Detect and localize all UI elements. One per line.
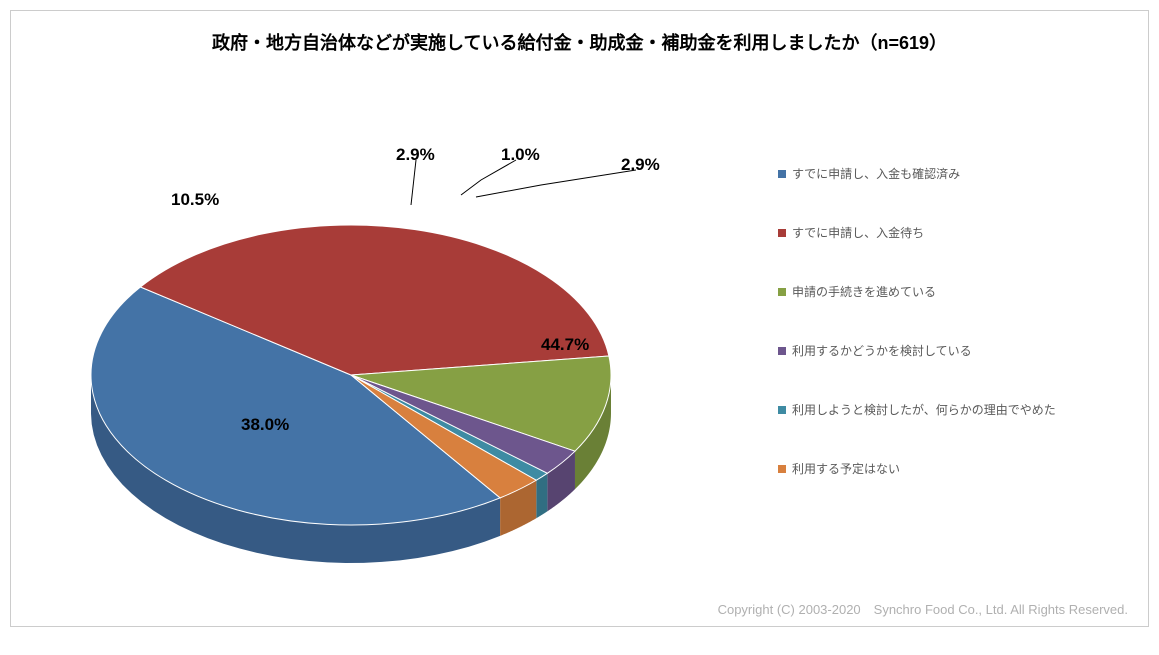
legend-label: すでに申請し、入金待ち <box>792 224 924 241</box>
chart-container: 政府・地方自治体などが実施している給付金・助成金・補助金を利用しましたか（n=6… <box>10 10 1149 627</box>
data-label: 2.9% <box>621 155 660 175</box>
legend-item: 利用するかどうかを検討している <box>778 342 1128 359</box>
legend-label: 利用するかどうかを検討している <box>792 342 972 359</box>
legend-label: 申請の手続きを進めている <box>792 283 936 300</box>
legend-swatch <box>778 465 786 473</box>
legend-label: 利用しようと検討したが、何らかの理由でやめた <box>792 401 1056 418</box>
copyright-text: Copyright (C) 2003-2020 Synchro Food Co.… <box>718 599 1128 618</box>
legend-swatch <box>778 229 786 237</box>
data-label: 1.0% <box>501 145 540 165</box>
legend: すでに申請し、入金も確認済みすでに申請し、入金待ち申請の手続きを進めている利用す… <box>778 165 1128 519</box>
leader-line <box>461 160 516 195</box>
data-label: 10.5% <box>171 190 219 210</box>
legend-item: すでに申請し、入金も確認済み <box>778 165 1128 182</box>
legend-swatch <box>778 170 786 178</box>
legend-item: 利用する予定はない <box>778 460 1128 477</box>
legend-item: すでに申請し、入金待ち <box>778 224 1128 241</box>
leader-line <box>476 170 636 197</box>
legend-swatch <box>778 288 786 296</box>
data-label: 38.0% <box>241 415 289 435</box>
legend-label: 利用する予定はない <box>792 460 900 477</box>
data-label: 44.7% <box>541 335 589 355</box>
legend-swatch <box>778 347 786 355</box>
legend-swatch <box>778 406 786 414</box>
legend-item: 利用しようと検討したが、何らかの理由でやめた <box>778 401 1128 418</box>
data-label: 2.9% <box>396 145 435 165</box>
legend-label: すでに申請し、入金も確認済み <box>792 165 960 182</box>
chart-area: 44.7% 38.0% 10.5% 2.9% 1.0% 2.9% すでに申請し、入金も確認… <box>11 55 1148 615</box>
legend-item: 申請の手続きを進めている <box>778 283 1128 300</box>
chart-title: 政府・地方自治体などが実施している給付金・助成金・補助金を利用しましたか（n=6… <box>11 29 1148 55</box>
leader-line <box>411 160 416 205</box>
